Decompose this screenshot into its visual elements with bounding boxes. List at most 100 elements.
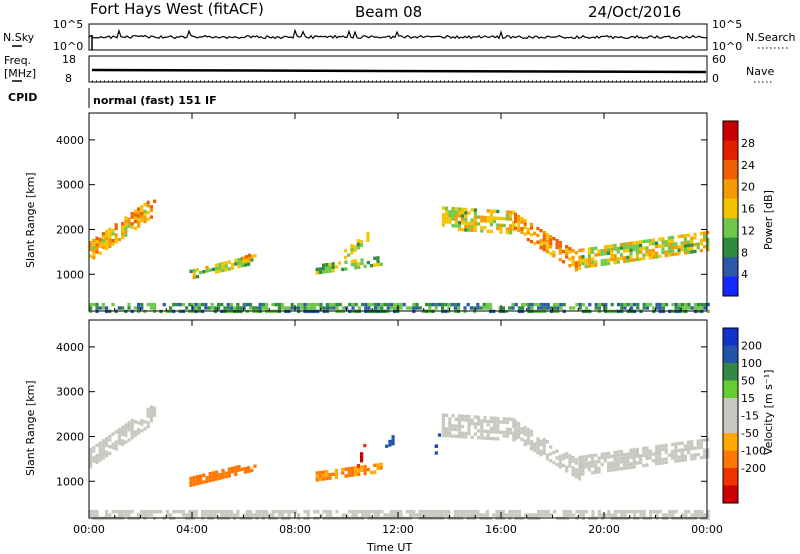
data-cell bbox=[680, 244, 684, 249]
data-cell bbox=[277, 306, 281, 310]
data-cell bbox=[526, 434, 530, 439]
data-cell bbox=[277, 509, 281, 514]
data-cell bbox=[699, 455, 703, 460]
data-cell bbox=[604, 302, 608, 307]
data-cell bbox=[210, 302, 214, 307]
data-cell bbox=[241, 259, 245, 264]
data-cell bbox=[626, 255, 630, 260]
data-cell bbox=[464, 214, 468, 218]
data-cell bbox=[526, 431, 530, 435]
data-cell bbox=[303, 302, 307, 307]
data-cell bbox=[425, 302, 429, 307]
data-cell bbox=[578, 462, 582, 466]
data-cell bbox=[127, 421, 131, 425]
data-cell bbox=[194, 306, 198, 310]
data-cell bbox=[108, 244, 112, 249]
data-cell bbox=[454, 427, 458, 432]
data-cell bbox=[517, 425, 521, 429]
data-cell bbox=[533, 513, 537, 517]
data-cell bbox=[486, 423, 490, 427]
data-cell bbox=[610, 257, 614, 262]
data-cell bbox=[89, 461, 93, 466]
data-cell bbox=[470, 208, 474, 212]
data-cell bbox=[655, 451, 659, 456]
data-cell bbox=[421, 509, 425, 514]
data-cell bbox=[658, 461, 662, 465]
data-cell bbox=[642, 463, 646, 468]
data-cell bbox=[530, 306, 534, 310]
data-cell bbox=[409, 513, 413, 517]
data-cell bbox=[189, 483, 193, 487]
data-cell bbox=[470, 422, 474, 426]
data-cell bbox=[482, 513, 486, 517]
data-cell bbox=[603, 459, 607, 463]
data-cell bbox=[124, 430, 128, 434]
data-cell bbox=[95, 306, 99, 310]
data-cell bbox=[623, 459, 627, 464]
data-cell bbox=[227, 474, 231, 478]
data-cell bbox=[591, 513, 595, 517]
data-cell bbox=[517, 513, 521, 517]
data-cell bbox=[233, 306, 237, 310]
data-cell bbox=[578, 259, 582, 263]
data-cell bbox=[140, 509, 144, 514]
data-cell bbox=[581, 513, 585, 517]
data-cell bbox=[281, 509, 285, 514]
data-cell bbox=[655, 455, 659, 459]
data-cell bbox=[89, 448, 93, 452]
data-cell bbox=[315, 474, 319, 479]
data-cell bbox=[153, 509, 157, 514]
data-cell bbox=[677, 302, 681, 307]
data-cell bbox=[562, 302, 566, 307]
data-cell bbox=[211, 478, 215, 482]
data-cell bbox=[315, 471, 319, 475]
data-cell bbox=[192, 479, 196, 483]
data-cell bbox=[114, 223, 118, 227]
data-cell bbox=[635, 250, 639, 255]
data-cell bbox=[153, 413, 157, 417]
data-cell bbox=[578, 255, 582, 259]
data-cell bbox=[297, 513, 301, 517]
data-cell bbox=[690, 246, 694, 251]
data-cell bbox=[350, 251, 354, 255]
data-cell bbox=[448, 213, 452, 217]
data-cell bbox=[499, 420, 503, 424]
data-cell bbox=[607, 465, 611, 469]
data-cell bbox=[561, 249, 566, 254]
data-cell bbox=[565, 469, 569, 473]
colorbar-tick-label: 4 bbox=[741, 268, 748, 281]
data-cell bbox=[671, 252, 675, 257]
data-cell bbox=[350, 470, 354, 474]
data-cell bbox=[108, 227, 112, 232]
data-cell bbox=[565, 509, 569, 514]
data-cell bbox=[204, 306, 208, 310]
data-cell bbox=[175, 509, 179, 514]
data-cell bbox=[329, 513, 333, 517]
data-cell bbox=[354, 266, 358, 270]
data-cell bbox=[199, 474, 203, 478]
data-cell bbox=[509, 214, 513, 218]
data-cell bbox=[677, 448, 681, 453]
data-cell bbox=[357, 509, 361, 514]
data-cell bbox=[623, 256, 627, 260]
data-cell bbox=[258, 302, 262, 307]
data-cell bbox=[642, 253, 646, 257]
data-cell bbox=[89, 509, 93, 514]
data-cell bbox=[571, 259, 575, 263]
data-cell bbox=[366, 467, 370, 472]
y-tick-label: 1000 bbox=[56, 475, 84, 488]
data-cell bbox=[502, 430, 506, 435]
data-cell bbox=[303, 509, 307, 514]
data-cell bbox=[584, 465, 588, 469]
data-cell bbox=[677, 441, 681, 446]
data-cell bbox=[350, 244, 354, 248]
data-cell bbox=[542, 244, 546, 248]
data-cell bbox=[328, 476, 332, 480]
data-cell bbox=[224, 474, 228, 479]
data-cell bbox=[149, 215, 153, 219]
data-cell bbox=[111, 302, 115, 307]
data-cell bbox=[633, 513, 637, 517]
data-cell bbox=[706, 244, 710, 248]
data-cell bbox=[448, 434, 452, 438]
